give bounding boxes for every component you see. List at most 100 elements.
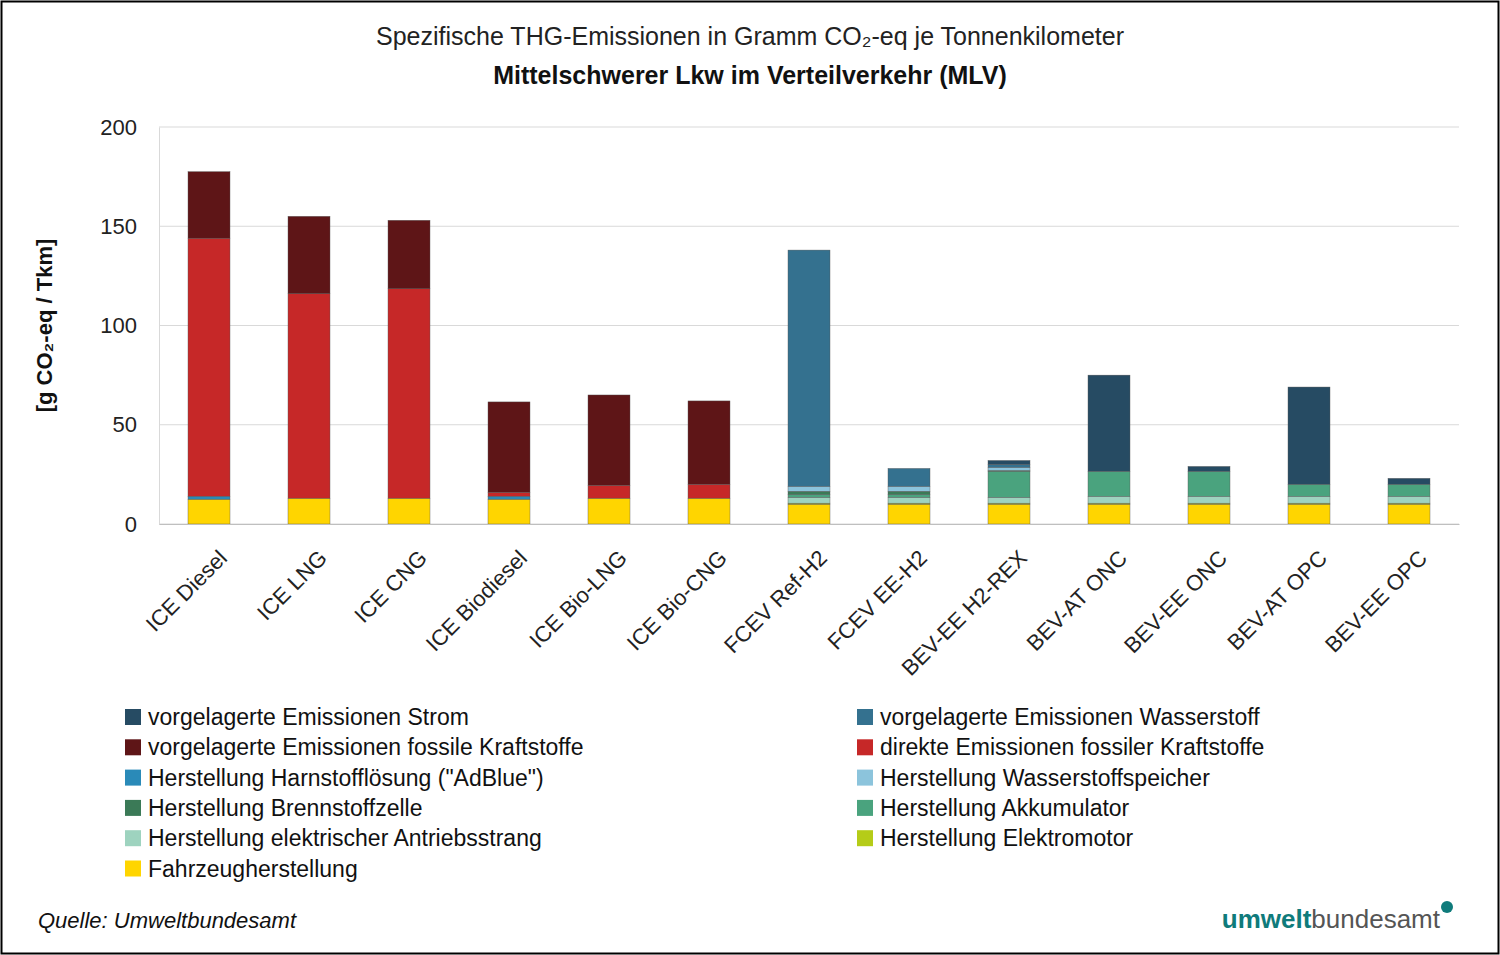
legend-item: Herstellung Akkumulator — [857, 795, 1130, 821]
x-tick-label: BEV-EE ONC — [1119, 545, 1232, 658]
bar-segment — [188, 496, 230, 499]
legend-swatch — [857, 800, 873, 816]
x-tick: ICE CNG — [349, 524, 432, 628]
x-tick-label: BEV-AT ONC — [1022, 545, 1133, 656]
bar-segment — [388, 220, 430, 221]
x-tick: ICE Diesel — [141, 524, 232, 636]
bar-segment — [488, 492, 530, 496]
legend-item: vorgelagerte Emissionen fossile Kraftsto… — [125, 734, 584, 760]
y-tick: 50 — [113, 412, 159, 437]
legend-item: vorgelagerte Emissionen Wasserstoff — [857, 704, 1260, 730]
bar-segment — [988, 460, 1030, 464]
bars — [188, 172, 1430, 524]
bar-segment — [688, 400, 730, 401]
bar-segment — [588, 395, 630, 485]
legend-swatch — [857, 770, 873, 786]
bar-segment — [1188, 504, 1230, 524]
grid-line — [159, 127, 1459, 128]
x-tick: BEV-AT OPC — [1222, 524, 1332, 655]
bar-segment — [1088, 496, 1130, 503]
bar-segment — [1388, 484, 1430, 496]
bar-segment — [588, 394, 630, 395]
y-tick-label: 0 — [125, 512, 137, 537]
x-tick-label: ICE Diesel — [141, 545, 232, 636]
bar-segment — [888, 504, 930, 524]
x-tick: ICE LNG — [252, 524, 332, 625]
legend-item: Herstellung Wasserstoffspeicher — [857, 765, 1210, 791]
bar-segment — [588, 485, 630, 498]
bar-segment — [1288, 484, 1330, 496]
bar-segment — [1188, 496, 1230, 503]
bar-segment — [1088, 471, 1130, 496]
bar-segment — [288, 216, 330, 217]
bar-segment — [888, 468, 930, 486]
logo-part: umwelt — [1222, 904, 1312, 934]
bar-segment — [488, 496, 530, 499]
x-tick: ICE Bio-LNG — [524, 524, 632, 653]
y-tick-label: 100 — [100, 313, 137, 338]
logo-dot — [1441, 901, 1453, 913]
subtitle: Mittelschwerer Lkw im Verteilverkehr (ML… — [493, 61, 1007, 89]
logo: umweltbundesamt — [1222, 904, 1441, 934]
bar-segment — [188, 171, 230, 172]
x-tick: BEV-EE H2-REX — [897, 524, 1032, 681]
bar-segment — [388, 220, 430, 221]
x-tick-label: ICE Bio-LNG — [524, 545, 632, 653]
legend-label: Herstellung elektrischer Antriebsstrang — [148, 825, 542, 851]
legend-swatch — [857, 739, 873, 755]
bar-segment — [1388, 478, 1430, 484]
bar-segment — [788, 504, 830, 524]
legend-label: vorgelagerte Emissionen Wasserstoff — [880, 704, 1260, 730]
x-tick: BEV-EE OPC — [1320, 524, 1432, 657]
x-axis-line — [160, 524, 1460, 525]
bar-segment — [888, 468, 930, 469]
x-tick: FCEV Ref-H2 — [719, 524, 832, 658]
bar-segment — [788, 486, 830, 491]
bar-segment — [488, 401, 530, 402]
y-axis-line — [159, 128, 160, 525]
bar-segment — [988, 464, 1030, 467]
bar-segment — [488, 402, 530, 492]
bar-segment — [388, 289, 430, 498]
bar-segment — [688, 498, 730, 524]
legend-label: vorgelagerte Emissionen Strom — [148, 704, 469, 730]
legend-label: Herstellung Wasserstoffspeicher — [880, 765, 1210, 791]
bar-segment — [1288, 504, 1330, 524]
bar-segment — [188, 499, 230, 524]
bar-segment — [288, 294, 330, 498]
bar-segment — [1188, 466, 1230, 471]
bar-segment — [1088, 375, 1130, 471]
bar-segment — [388, 220, 430, 288]
bar-segment — [988, 467, 1030, 470]
x-tick: FCEV EE-H2 — [823, 524, 932, 655]
legend-swatch — [857, 830, 873, 846]
bar-segment — [188, 172, 230, 238]
legend-swatch — [857, 709, 873, 725]
bar-segment — [188, 238, 230, 496]
legend-item: Herstellung Harnstofflösung ("AdBlue") — [125, 765, 544, 791]
legend-item: Fahrzeugherstellung — [125, 856, 358, 882]
legend-label: Herstellung Brennstoffzelle — [148, 795, 422, 821]
bar-segment — [1388, 504, 1430, 524]
legend-label: vorgelagerte Emissionen fossile Kraftsto… — [148, 734, 584, 760]
x-tick-label: FCEV Ref-H2 — [719, 545, 832, 658]
legend-item: Herstellung Brennstoffzelle — [125, 795, 422, 821]
bar-segment — [1288, 387, 1330, 484]
y-tick-label: 150 — [100, 214, 137, 239]
source: Quelle: Umweltbundesamt — [38, 908, 297, 933]
x-tick: ICE Bio-CNG — [622, 524, 732, 655]
chart: Spezifische THG-Emissionen in Gramm CO₂-… — [0, 0, 1500, 955]
bar-segment — [988, 471, 1030, 497]
legend-item: vorgelagerte Emissionen Strom — [125, 704, 469, 730]
x-tick-label: ICE Bio-CNG — [622, 545, 732, 655]
title: Spezifische THG-Emissionen in Gramm CO₂-… — [376, 22, 1124, 50]
x-tick-label: BEV-AT OPC — [1222, 545, 1332, 655]
bar-segment — [988, 497, 1030, 503]
bar-segment — [388, 498, 430, 524]
y-tick-label: 200 — [100, 115, 137, 140]
legend-swatch — [125, 800, 141, 816]
grid — [159, 127, 1459, 524]
legend-label: direkte Emissionen fossiler Kraftstoffe — [880, 734, 1264, 760]
legend-item: Herstellung elektrischer Antriebsstrang — [125, 825, 542, 851]
bar-segment — [488, 401, 530, 402]
